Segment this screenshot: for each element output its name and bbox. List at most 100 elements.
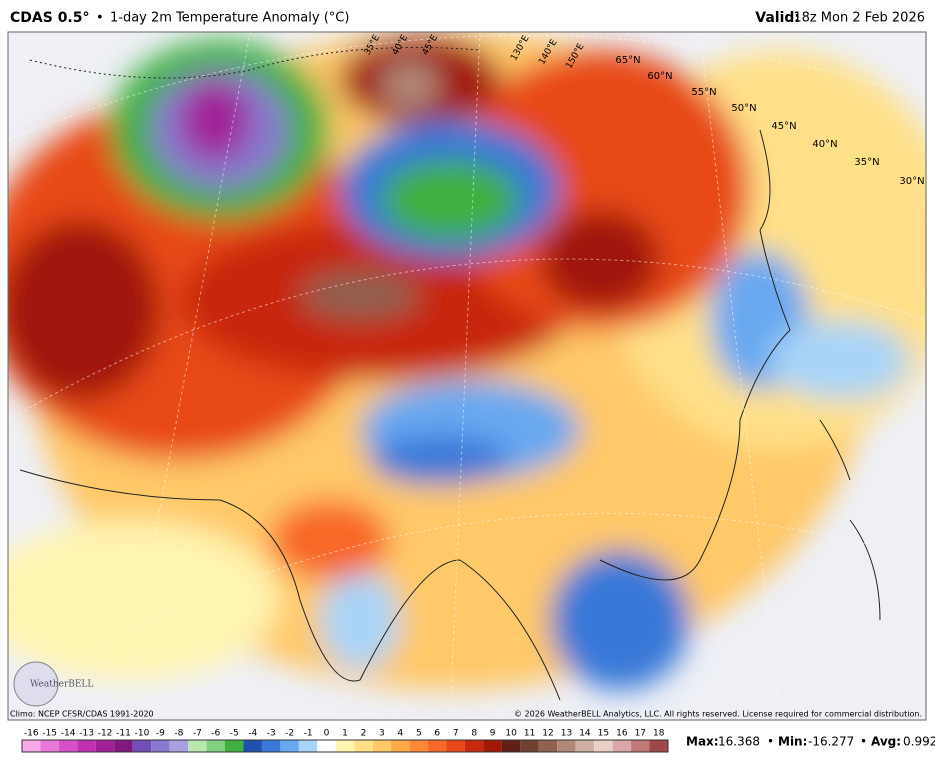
logo-icon [13, 661, 59, 707]
colorbar-label: 2 [361, 729, 367, 739]
colorbar-swatch [298, 740, 318, 752]
colorbar-label: 0 [324, 729, 330, 739]
colorbar-label: -8 [174, 729, 183, 739]
model-name: CDAS 0.5° [10, 10, 90, 26]
colorbar-label: -14 [61, 729, 76, 739]
colorbar-swatch [594, 740, 613, 752]
colorbar-swatch [114, 740, 133, 752]
logo: WeatherBELL [30, 680, 93, 690]
colorbar-label: 14 [579, 729, 591, 739]
colorbar-label: 16 [616, 729, 628, 739]
colorbar-swatch [40, 740, 59, 752]
colorbar-swatch [612, 740, 632, 752]
colorbar-swatch [261, 740, 281, 752]
colorbar-swatch [575, 740, 595, 752]
colorbar-label: -4 [248, 729, 257, 739]
coastlines [19, 47, 881, 701]
colorbar-label: 5 [416, 729, 422, 739]
colorbar-label: 18 [653, 729, 665, 739]
max-value: 16.368 [718, 735, 760, 749]
lat-label: 30°N [899, 176, 924, 187]
colorbar-label: 8 [471, 729, 477, 739]
min-value: -16.277 [808, 735, 854, 749]
colorbar-swatch [58, 740, 78, 752]
colorbar-label: -16 [24, 729, 39, 739]
colorbar-swatch [206, 740, 226, 752]
colorbar: -16 -15 -14 -13 -12 -11 -10 -9 -8 -7 -6 -5 -4 -3 -2 -1 0… [21, 729, 669, 753]
colorbar-label: -1 [304, 729, 313, 739]
colorbar-swatch [188, 740, 207, 752]
separator: • [96, 11, 104, 26]
colorbar-swatch [557, 740, 576, 752]
colorbar-swatch [335, 740, 355, 752]
avg-value: 0.992 [903, 735, 935, 749]
colorbar-label: 6 [434, 729, 440, 739]
title: 1-day 2m Temperature Anomaly (°C) [110, 11, 349, 26]
colorbar-swatch [483, 740, 502, 752]
min-label: Min: [778, 735, 807, 749]
copyright: © 2026 WeatherBELL Analytics, LLC. All r… [514, 710, 922, 719]
avg-label: Avg: [871, 735, 901, 749]
colorbar-swatch [22, 740, 41, 752]
lat-label: 65°N [615, 55, 640, 66]
colorbar-label: 7 [453, 729, 459, 739]
colorbar-swatch [280, 740, 299, 752]
colorbar-swatch [77, 740, 96, 752]
colorbar-label: 15 [598, 729, 609, 739]
colorbar-label: -12 [98, 729, 113, 739]
graticule [8, 32, 926, 720]
colorbar-label: -15 [42, 729, 57, 739]
colorbar-swatch [631, 740, 650, 752]
colorbar-label: 9 [490, 729, 496, 739]
colorbar-swatch [169, 740, 189, 752]
colorbar-label: 10 [505, 729, 517, 739]
colorbar-label: 13 [561, 729, 572, 739]
colorbar-swatch [501, 740, 521, 752]
colorbar-label: -3 [267, 729, 276, 739]
lat-label: 35°N [854, 157, 879, 168]
anomaly-field [8, 32, 926, 690]
colorbar-label: -9 [156, 729, 165, 739]
colorbar-label: -10 [135, 729, 150, 739]
map: 65°N60°N55°N50°N45°N40°N35°N30°N 35°E 40°… [8, 32, 926, 720]
colorbar-label: -7 [193, 729, 202, 739]
colorbar-swatch [243, 740, 262, 752]
colorbar-swatch [464, 740, 484, 752]
lat-label: 45°N [771, 121, 796, 132]
colorbar-swatch [225, 740, 244, 752]
colorbar-label: 3 [379, 729, 385, 739]
valid-label: Valid: [755, 10, 800, 26]
colorbar-label: 4 [398, 729, 404, 739]
colorbar-swatch [538, 740, 558, 752]
lat-label: 40°N [812, 139, 837, 150]
colorbar-swatch [520, 740, 539, 752]
colorbar-label: -6 [211, 729, 220, 739]
colorbar-label: 1 [342, 729, 348, 739]
lat-label: 60°N [647, 71, 672, 82]
colorbar-frame [21, 739, 669, 753]
lat-label: 50°N [731, 103, 756, 114]
colorbar-label: -11 [116, 729, 131, 739]
colorbar-label: -13 [79, 729, 94, 739]
colorbar-swatch [409, 740, 429, 752]
colorbar-swatch [317, 740, 336, 752]
colorbar-label: 11 [524, 729, 535, 739]
colorbar-swatch [132, 740, 152, 752]
colorbar-label: -2 [285, 729, 294, 739]
colorbar-swatch [372, 740, 392, 752]
colorbar-swatch [95, 740, 115, 752]
lat-labels: 65°N 60°N 55°N 50°N 45°N 40°N 35°N 30°N [615, 55, 924, 187]
separator: • [767, 735, 774, 749]
separator: • [860, 735, 867, 749]
colorbar-label: 12 [542, 729, 553, 739]
colorbar-swatch [151, 740, 170, 752]
lat-label: 55°N [691, 87, 716, 98]
climo: Climo: NCEP CFSR/CDAS 1991-2020 [10, 710, 154, 719]
max-label: Max: [686, 735, 719, 749]
colorbar-swatch [649, 740, 668, 752]
map-frame [7, 31, 927, 721]
valid-time: 18z Mon 2 Feb 2026 [793, 11, 925, 26]
colorbar-swatch [354, 740, 373, 752]
